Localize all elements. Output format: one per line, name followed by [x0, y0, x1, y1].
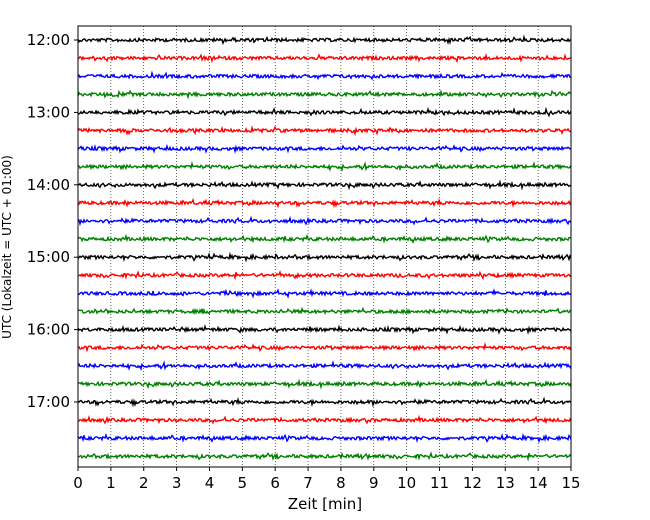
seismic-traces: [77, 34, 572, 462]
y-axis-label: UTC (Lokalzeit = UTC + 01:00): [0, 155, 14, 339]
x-tick-label-13: 13: [496, 474, 515, 492]
x-tick-label-14: 14: [529, 474, 548, 492]
x-tick-label-4: 4: [205, 474, 215, 492]
trace-1345: [77, 160, 572, 173]
x-tick-label-6: 6: [270, 474, 280, 492]
trace-1630: [77, 360, 572, 372]
trace-1430: [77, 215, 572, 227]
y-tick-label-1400: 14:00: [27, 176, 70, 194]
x-tick-label-5: 5: [238, 474, 248, 492]
trace-1745: [77, 451, 572, 462]
trace-1300: [77, 106, 572, 118]
y-axis-ticks: 12:00 13:00 14:00 15:00 16:00 17:00: [27, 31, 78, 411]
x-axis-ticks: 0 1 2 3 4 5 6 7 8 9 10 11 12 13 14 15: [73, 467, 581, 492]
trace-1545: [77, 306, 571, 316]
y-tick-label-1600: 16:00: [27, 321, 70, 339]
plot-area-background: [78, 26, 571, 467]
trace-1700: [77, 396, 572, 408]
x-tick-label-7: 7: [303, 474, 313, 492]
trace-1230: [77, 70, 572, 81]
x-tick-label-12: 12: [463, 474, 482, 492]
trace-1515: [77, 270, 572, 281]
x-axis-label: Zeit [min]: [288, 495, 362, 513]
y-tick-label-1200: 12:00: [27, 31, 70, 49]
x-tick-label-3: 3: [172, 474, 182, 492]
x-tick-label-15: 15: [561, 474, 580, 492]
x-tick-label-8: 8: [336, 474, 346, 492]
trace-1500: [77, 251, 572, 263]
trace-1645: [77, 378, 572, 390]
trace-1330: [77, 143, 572, 154]
trace-1245: [77, 89, 572, 100]
plot-frame: [77, 25, 572, 468]
x-tick-label-2: 2: [139, 474, 149, 492]
trace-1215: [77, 52, 572, 64]
y-tick-label-1700: 17:00: [27, 393, 70, 411]
y-tick-label-1300: 13:00: [27, 103, 70, 121]
x-tick-label-1: 1: [106, 474, 116, 492]
trace-1200: [77, 34, 572, 46]
trace-1530: [77, 288, 572, 299]
trace-1315: [77, 125, 572, 137]
trace-1615: [77, 342, 572, 353]
x-tick-label-10: 10: [397, 474, 416, 492]
trace-1600: [77, 324, 572, 335]
y-tick-label-1500: 15:00: [27, 248, 70, 266]
trace-1715: [77, 414, 572, 425]
trace-1730: [77, 432, 572, 444]
trace-1400: [77, 179, 572, 191]
x-tick-label-0: 0: [73, 474, 83, 492]
trace-1415: [77, 197, 572, 209]
trace-1445: [77, 233, 572, 244]
x-tick-label-11: 11: [430, 474, 449, 492]
x-tick-label-9: 9: [369, 474, 379, 492]
